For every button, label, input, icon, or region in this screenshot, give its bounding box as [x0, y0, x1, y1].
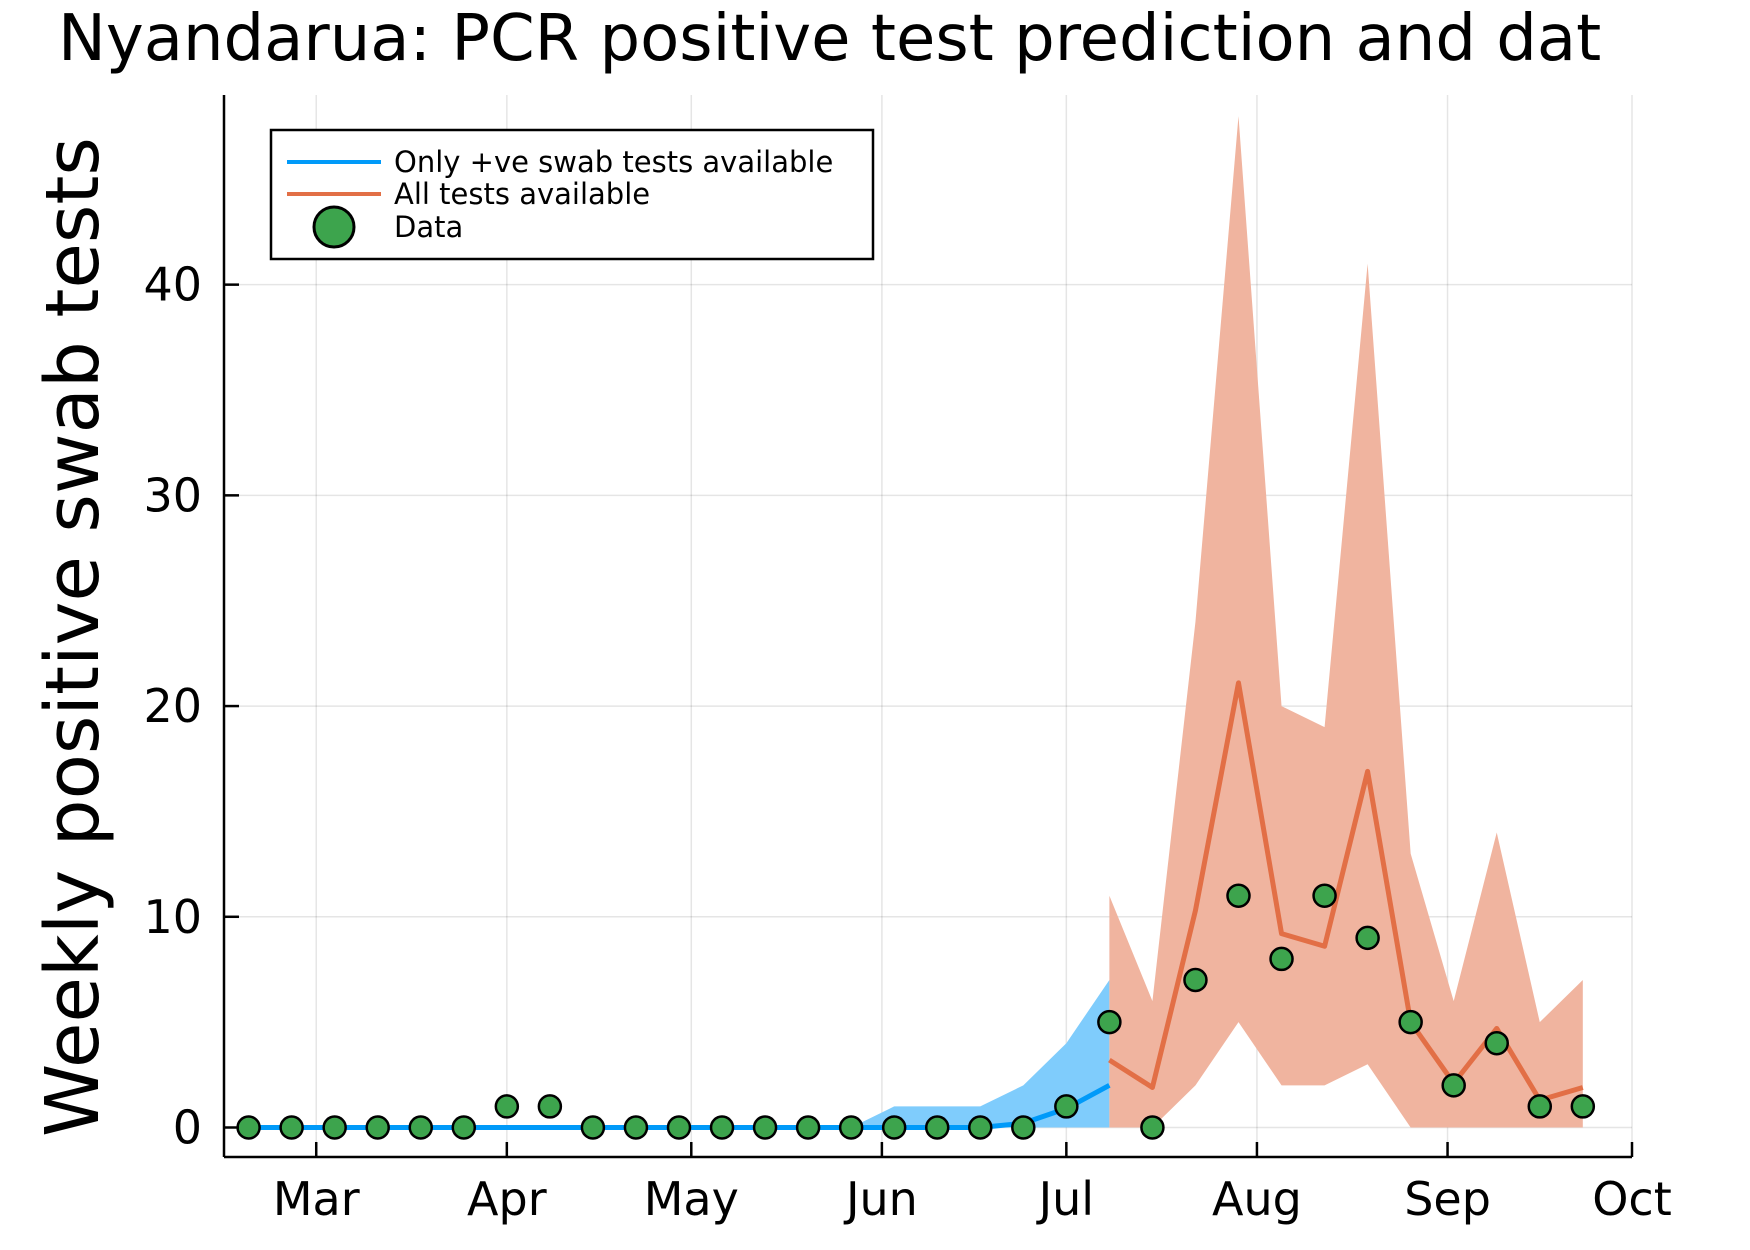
axes: 0 10 20 30 40 Mar Apr May Jun Jul Aug Sep Oct	[143, 95, 1672, 1226]
legend-label-series-1: Only +ve swab tests available	[394, 145, 833, 179]
data-point	[1011, 1115, 1036, 1140]
data-point	[1054, 1094, 1079, 1119]
data-point	[580, 1115, 606, 1140]
data-point	[795, 1115, 821, 1140]
y-tick-label: 20	[143, 679, 202, 733]
grid	[224, 95, 1633, 1157]
data-point	[494, 1094, 520, 1119]
data-point	[838, 1115, 864, 1140]
data-point	[881, 1115, 907, 1140]
data-point	[1312, 883, 1337, 908]
x-tick-label: Mar	[273, 1172, 360, 1226]
data-point	[709, 1115, 735, 1140]
data-point	[1527, 1094, 1553, 1119]
data-point	[1183, 967, 1208, 993]
data-point	[1484, 1030, 1509, 1056]
band-series-2	[1109, 116, 1583, 1128]
data-point	[968, 1115, 993, 1140]
data-point	[1441, 1073, 1466, 1098]
data-point	[924, 1115, 950, 1140]
chart-title: Nyandarua: PCR positive test prediction …	[58, 2, 1601, 76]
x-tick-label: May	[644, 1172, 739, 1226]
data-point	[623, 1115, 649, 1140]
x-tick-label: Oct	[1592, 1172, 1672, 1226]
y-axis-label: Weekly positive swab tests	[30, 137, 116, 1137]
x-tick-label: Apr	[467, 1172, 547, 1226]
data-point	[1570, 1094, 1596, 1119]
y-tick-label: 30	[143, 468, 202, 522]
x-tick-label: Jul	[1036, 1172, 1095, 1226]
data-point	[1355, 925, 1380, 951]
data-point	[1226, 883, 1251, 908]
data-point	[279, 1115, 304, 1140]
data-point	[1269, 946, 1294, 972]
data-point	[1140, 1115, 1165, 1140]
y-tick-label: 10	[143, 890, 202, 944]
data-point	[365, 1115, 390, 1140]
data-point	[408, 1115, 434, 1140]
data-points	[236, 883, 1596, 1140]
legend-swatch-data	[312, 205, 356, 249]
data-point	[1097, 1009, 1122, 1035]
data-point	[451, 1115, 477, 1140]
x-tick-label: Sep	[1404, 1172, 1491, 1226]
data-point	[666, 1115, 692, 1140]
x-tick-label: Aug	[1212, 1172, 1302, 1226]
x-tick-label: Jun	[843, 1172, 918, 1226]
data-point	[322, 1115, 347, 1140]
data-point	[1398, 1009, 1423, 1035]
data-point	[537, 1094, 563, 1119]
data-point	[752, 1115, 778, 1140]
y-tick-label: 40	[143, 258, 202, 312]
data-point	[236, 1115, 261, 1140]
legend-label-data: Data	[394, 210, 463, 244]
band-series-1	[248, 980, 1110, 1128]
legend-label-series-2: All tests available	[394, 177, 650, 211]
y-tick-label: 0	[173, 1101, 202, 1155]
confidence-bands	[248, 116, 1583, 1128]
